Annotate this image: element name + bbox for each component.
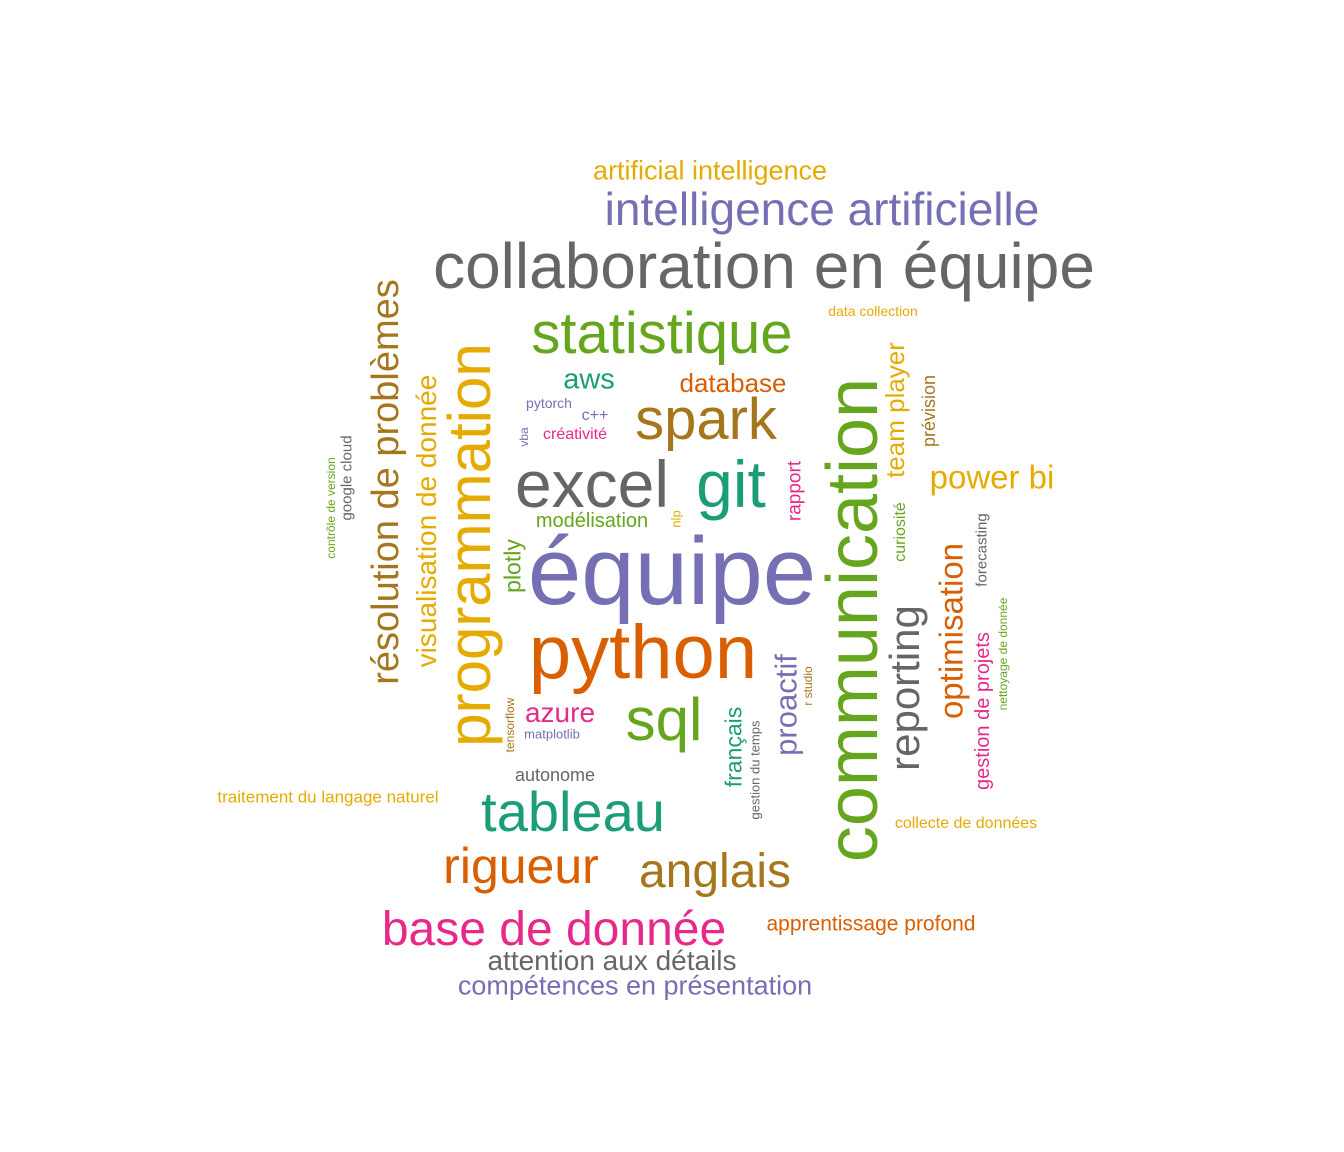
word-programmation: programmation <box>436 343 503 747</box>
word-intelligence-artificielle: intelligence artificielle <box>604 183 1040 235</box>
word-equipe: équipe <box>527 518 817 625</box>
word-modelisation: modélisation <box>535 510 649 532</box>
word-proactif: proactif <box>768 654 804 756</box>
word-vba: vba <box>517 427 531 447</box>
word-optimisation: optimisation <box>932 542 970 720</box>
word-creativite: créativité <box>542 426 608 443</box>
word-anglais: anglais <box>638 845 792 898</box>
word-base-de-donnee: base de donnée <box>381 903 727 956</box>
word-spark: spark <box>635 387 777 452</box>
word-tableau: tableau <box>481 780 665 843</box>
word-google-cloud: google cloud <box>338 435 356 521</box>
word-visualisation-de-donnee: visualisation de donnée <box>411 374 442 668</box>
word-attention-aux-details: attention aux détails <box>487 945 737 976</box>
word-communication: communication <box>813 377 893 863</box>
word-reporting: reporting <box>881 605 928 771</box>
word-traitement-du-langage-naturel: traitement du langage naturel <box>217 787 439 807</box>
word-git: git <box>696 447 766 521</box>
word-excel: excel <box>514 447 670 521</box>
word-francais: français <box>720 706 747 788</box>
word-gestion-de-projets: gestion de projets <box>972 632 994 790</box>
word-sql: sql <box>625 686 703 753</box>
word-aws: aws <box>563 363 615 396</box>
word-nettoyage-de-donnee: nettoyage de donnée <box>996 597 1010 711</box>
word-collecte-de-donnees: collecte de données <box>894 815 1038 832</box>
word-pytorch: pytorch <box>526 395 572 411</box>
word-controle-de-version: contrôle de version <box>324 457 338 559</box>
word-python: python <box>528 610 758 695</box>
word-curiosite: curiosité <box>892 502 909 562</box>
word-r-studio: r studio <box>801 666 815 706</box>
word-autonome: autonome <box>514 765 596 785</box>
word-rigueur: rigueur <box>443 838 599 894</box>
word-data-collection: data collection <box>828 303 918 319</box>
word-apprentissage-profond: apprentissage profond <box>766 912 976 936</box>
word-resolution-de-problemes: résolution de problèmes <box>365 279 407 685</box>
word-power-bi: power bi <box>929 458 1055 496</box>
word-plotly: plotly <box>499 539 526 593</box>
word-matplotlib: matplotlib <box>524 726 580 742</box>
word-team-player: team player <box>880 342 910 478</box>
word-statistique: statistique <box>531 301 793 366</box>
word-cplusplus: c++ <box>581 407 609 424</box>
word-collaboration-en-equipe: collaboration en équipe <box>433 230 1095 302</box>
word-tensorflow: tensorflow <box>503 697 517 753</box>
word-artificial-intelligence: artificial intelligence <box>592 155 828 186</box>
word-competences-en-presentation: compétences en présentation <box>457 970 813 1001</box>
word-nlp: nlp <box>668 510 684 528</box>
word-gestion-du-temps: gestion du temps <box>747 720 763 820</box>
word-azure: azure <box>524 697 596 728</box>
word-database: database <box>679 368 787 398</box>
word-forecasting: forecasting <box>973 513 991 587</box>
word-rapport: rapport <box>784 460 806 522</box>
word-prevision: prévision <box>919 374 939 448</box>
